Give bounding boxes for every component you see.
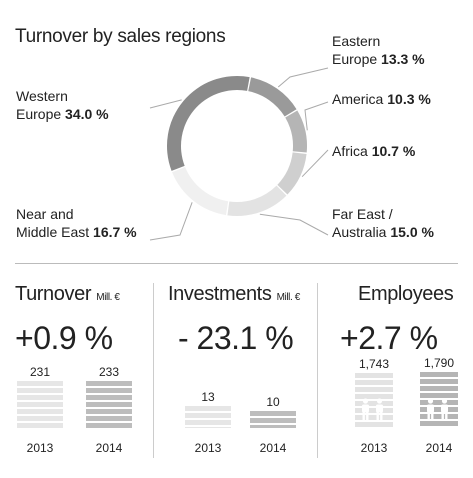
pie-title: Turnover by sales regions bbox=[15, 26, 226, 47]
bar-year-employees-2014: 2014 bbox=[425, 441, 453, 455]
bar-value-investments-2014: 10 bbox=[266, 395, 280, 410]
turnover-change: +0.9 % bbox=[15, 320, 113, 356]
column-divider-1 bbox=[153, 283, 154, 458]
label-western-europe: Western Europe 34.0 % bbox=[16, 88, 109, 122]
donut-slice-2 bbox=[277, 152, 307, 195]
employees-title: Employees bbox=[358, 283, 454, 305]
bar-employees-2013 bbox=[355, 373, 393, 428]
column-divider-2 bbox=[317, 283, 318, 458]
person-icon bbox=[362, 398, 369, 420]
person-icon bbox=[427, 398, 434, 420]
donut-slice-3 bbox=[227, 185, 287, 217]
bar-value-employees-2014: 1,790 bbox=[423, 356, 455, 370]
bar-turnover-2014 bbox=[86, 381, 132, 428]
person-icon bbox=[441, 398, 448, 420]
bar-turnover-2013 bbox=[17, 381, 63, 428]
leader-line-2 bbox=[301, 149, 329, 178]
section-divider bbox=[15, 263, 458, 264]
bar-investments-2013 bbox=[185, 406, 231, 428]
bar-year-turnover-2014: 2014 bbox=[95, 441, 123, 455]
bar-year-investments-2014: 2014 bbox=[259, 441, 287, 455]
label-far-east: Far East / Australia 15.0 % bbox=[332, 206, 434, 240]
bar-investments-2014 bbox=[250, 411, 296, 428]
bar-value-turnover-2013: 231 bbox=[29, 365, 51, 380]
employees-change: +2.7 % bbox=[340, 320, 438, 356]
leader-line-5 bbox=[149, 99, 182, 109]
investments-change: - 23.1 % bbox=[178, 320, 294, 356]
label-middle-east: Near and Middle East 16.7 % bbox=[16, 206, 137, 240]
bar-value-investments-2013: 13 bbox=[201, 390, 215, 404]
leader-line-3 bbox=[259, 213, 329, 236]
bar-year-investments-2013: 2013 bbox=[194, 441, 222, 455]
label-america: America 10.3 % bbox=[332, 91, 431, 107]
bar-value-turnover-2014: 233 bbox=[98, 365, 120, 379]
investments-title: Investments Mill. € bbox=[168, 283, 301, 305]
label-eastern-europe: Eastern Europe 13.3 % bbox=[332, 33, 425, 67]
leader-line-0 bbox=[277, 67, 329, 88]
bar-year-turnover-2013: 2013 bbox=[26, 441, 54, 455]
bar-value-employees-2013: 1,743 bbox=[358, 357, 390, 372]
person-icon bbox=[376, 398, 383, 420]
donut-slice-1 bbox=[285, 110, 307, 153]
donut-slice-0 bbox=[248, 77, 297, 117]
donut-slice-4 bbox=[172, 166, 229, 216]
turnover-title: Turnover Mill. € bbox=[15, 283, 120, 305]
turnover-unit: Mill. € bbox=[96, 292, 120, 303]
bar-year-employees-2013: 2013 bbox=[360, 441, 388, 455]
leader-line-4 bbox=[149, 202, 193, 241]
leader-line-1 bbox=[304, 101, 329, 131]
bar-employees-2014 bbox=[420, 372, 458, 428]
donut-slice-5 bbox=[167, 76, 250, 171]
label-africa: Africa 10.7 % bbox=[332, 143, 416, 159]
investments-unit: Mill. € bbox=[276, 292, 301, 303]
